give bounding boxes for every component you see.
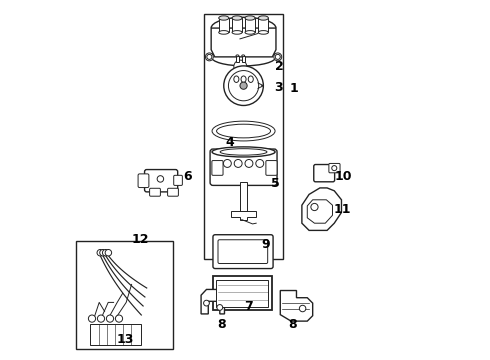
Ellipse shape bbox=[102, 249, 109, 256]
Text: 13: 13 bbox=[117, 333, 134, 346]
Ellipse shape bbox=[242, 55, 245, 57]
Circle shape bbox=[98, 315, 104, 322]
Ellipse shape bbox=[223, 159, 231, 167]
Bar bbox=[258, 18, 269, 32]
Ellipse shape bbox=[258, 16, 269, 20]
Ellipse shape bbox=[245, 16, 255, 20]
Circle shape bbox=[217, 305, 222, 310]
Ellipse shape bbox=[232, 16, 242, 20]
Polygon shape bbox=[302, 188, 342, 230]
Text: 2: 2 bbox=[274, 60, 283, 73]
Circle shape bbox=[299, 305, 306, 312]
Bar bbox=[240, 182, 247, 211]
Circle shape bbox=[106, 315, 114, 322]
Circle shape bbox=[240, 82, 247, 89]
Bar bbox=[90, 324, 141, 345]
Ellipse shape bbox=[234, 76, 239, 82]
Ellipse shape bbox=[219, 31, 229, 34]
Ellipse shape bbox=[256, 159, 264, 167]
Text: 8: 8 bbox=[288, 318, 297, 331]
Circle shape bbox=[207, 54, 212, 59]
Text: 9: 9 bbox=[261, 238, 270, 251]
Bar bbox=[216, 280, 269, 307]
Polygon shape bbox=[280, 291, 313, 321]
Circle shape bbox=[88, 315, 96, 322]
Polygon shape bbox=[231, 211, 256, 220]
Bar bbox=[204, 14, 283, 259]
Text: 6: 6 bbox=[183, 170, 192, 183]
FancyBboxPatch shape bbox=[218, 240, 268, 264]
Circle shape bbox=[224, 66, 263, 105]
FancyBboxPatch shape bbox=[266, 161, 277, 175]
Ellipse shape bbox=[220, 149, 267, 155]
Text: 3: 3 bbox=[274, 81, 283, 94]
Text: 1: 1 bbox=[290, 82, 299, 95]
Circle shape bbox=[116, 315, 122, 322]
Bar bbox=[76, 241, 173, 349]
Bar bbox=[232, 18, 242, 32]
Ellipse shape bbox=[212, 121, 275, 141]
Ellipse shape bbox=[274, 53, 282, 61]
Ellipse shape bbox=[217, 124, 270, 138]
Text: 8: 8 bbox=[217, 318, 226, 331]
Ellipse shape bbox=[97, 249, 103, 256]
Ellipse shape bbox=[245, 159, 253, 167]
FancyBboxPatch shape bbox=[174, 175, 182, 185]
Circle shape bbox=[228, 71, 259, 101]
FancyBboxPatch shape bbox=[145, 170, 178, 192]
Polygon shape bbox=[211, 28, 276, 57]
Circle shape bbox=[332, 166, 337, 171]
Ellipse shape bbox=[236, 55, 239, 57]
Circle shape bbox=[204, 300, 209, 306]
Circle shape bbox=[157, 176, 164, 182]
Text: 5: 5 bbox=[271, 177, 280, 190]
Ellipse shape bbox=[248, 76, 253, 82]
FancyBboxPatch shape bbox=[314, 165, 335, 182]
Ellipse shape bbox=[241, 76, 246, 82]
Bar bbox=[242, 56, 245, 62]
Ellipse shape bbox=[205, 53, 213, 61]
Bar bbox=[213, 276, 272, 310]
FancyBboxPatch shape bbox=[213, 235, 273, 269]
Ellipse shape bbox=[219, 16, 229, 20]
Text: 7: 7 bbox=[244, 300, 253, 313]
Bar bbox=[236, 56, 239, 62]
Ellipse shape bbox=[212, 147, 275, 157]
Ellipse shape bbox=[100, 249, 106, 256]
Text: 11: 11 bbox=[333, 203, 351, 216]
Ellipse shape bbox=[234, 159, 242, 167]
Circle shape bbox=[311, 203, 318, 211]
Text: 12: 12 bbox=[132, 233, 149, 246]
Ellipse shape bbox=[105, 249, 112, 256]
Polygon shape bbox=[201, 289, 224, 314]
Ellipse shape bbox=[245, 31, 255, 34]
Polygon shape bbox=[307, 200, 333, 223]
FancyBboxPatch shape bbox=[138, 174, 149, 188]
Bar bbox=[245, 18, 255, 32]
Circle shape bbox=[275, 54, 280, 59]
Bar bbox=[219, 18, 229, 32]
Text: 4: 4 bbox=[226, 136, 235, 149]
Ellipse shape bbox=[211, 48, 276, 66]
FancyBboxPatch shape bbox=[329, 163, 340, 173]
Text: 10: 10 bbox=[335, 170, 352, 183]
Ellipse shape bbox=[232, 31, 242, 34]
Ellipse shape bbox=[258, 31, 269, 34]
Circle shape bbox=[234, 60, 247, 73]
FancyBboxPatch shape bbox=[149, 188, 160, 196]
FancyBboxPatch shape bbox=[168, 188, 178, 196]
FancyBboxPatch shape bbox=[212, 161, 223, 175]
FancyBboxPatch shape bbox=[210, 149, 277, 185]
